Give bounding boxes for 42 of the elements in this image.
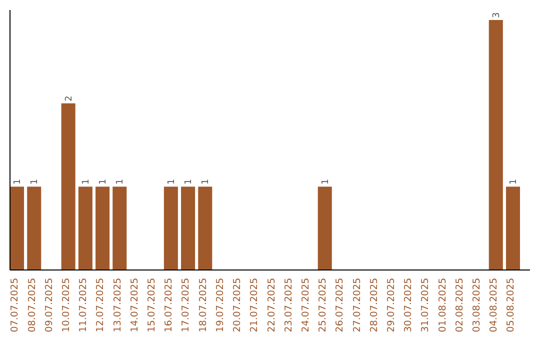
x-tick-label: 29.07.2025 [386, 278, 397, 332]
data-label: 1 [166, 178, 177, 185]
data-label: 1 [184, 178, 194, 185]
data-label: 1 [508, 178, 519, 185]
data-label: 1 [13, 178, 24, 185]
data-label: 1 [116, 178, 126, 185]
data-label: 1 [30, 178, 40, 185]
x-tick-label: 31.07.2025 [420, 278, 432, 332]
x-tick-label: 16.07.2025 [164, 278, 175, 332]
x-tick-label: 13.07.2025 [112, 278, 124, 332]
data-label: 1 [320, 178, 331, 185]
x-tick-label: 08.07.2025 [26, 278, 38, 332]
x-tick-label: 10.07.2025 [61, 278, 72, 332]
x-tick-label: 12.07.2025 [95, 278, 106, 332]
x-tick-label: 22.07.2025 [266, 278, 278, 332]
x-tick-label: 05.08.2025 [506, 278, 517, 332]
x-tick-label: 02.08.2025 [454, 278, 466, 332]
x-tick-label: 01.08.2025 [437, 278, 448, 332]
x-tick-label: 23.07.2025 [283, 278, 294, 332]
x-tick-label: 26.07.2025 [334, 278, 346, 332]
x-tick-label: 11.07.2025 [78, 278, 90, 332]
data-label: 1 [98, 178, 109, 185]
x-tick-label: 04.08.2025 [488, 278, 500, 332]
x-tick-label: 03.08.2025 [471, 278, 482, 332]
x-tick-label: 30.07.2025 [403, 278, 414, 332]
x-tick-label: 21.07.2025 [249, 278, 260, 332]
x-tick-label: 24.07.2025 [300, 278, 312, 332]
x-tick-label: 09.07.2025 [44, 278, 55, 332]
x-tick-label: 07.07.2025 [10, 278, 21, 332]
x-tick-label: 15.07.2025 [146, 278, 158, 332]
data-label: 1 [81, 178, 92, 185]
x-tick-label: 25.07.2025 [318, 278, 329, 332]
x-tick-label: 17.07.2025 [180, 278, 192, 332]
x-tick-label: 20.07.2025 [232, 278, 244, 332]
data-label: 2 [64, 96, 74, 102]
x-tick-label: 28.07.2025 [368, 278, 380, 332]
data-label: 3 [492, 12, 502, 18]
x-tick-label: 27.07.2025 [352, 278, 363, 332]
data-label: 1 [201, 178, 212, 185]
x-tick-label: 14.07.2025 [129, 278, 140, 332]
x-tick-label: 18.07.2025 [198, 278, 209, 332]
x-tick-label: 19.07.2025 [214, 278, 226, 332]
